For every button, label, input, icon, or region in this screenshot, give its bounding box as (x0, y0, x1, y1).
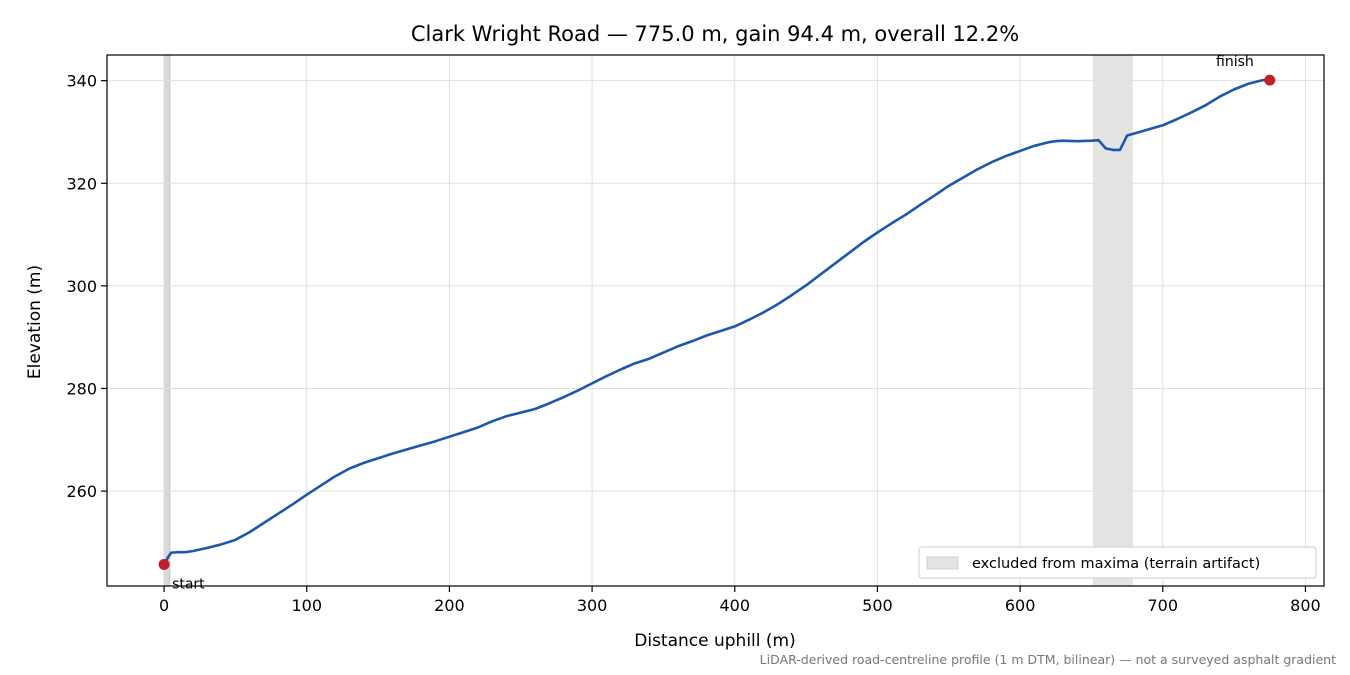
series-layer (162, 78, 1272, 566)
markers: start finish (158, 54, 1276, 592)
x-axis-label: Distance uphill (m) (634, 631, 795, 651)
finish-marker (1264, 74, 1276, 86)
elevation-line-0 (162, 78, 1272, 566)
shaded-region-0 (163, 54, 171, 587)
x-tick-label-6: 600 (1005, 596, 1036, 615)
x-tick-label-4: 400 (719, 596, 750, 615)
shaded-regions (163, 54, 1133, 587)
start-marker (158, 558, 170, 570)
x-tick-label-1: 100 (291, 596, 322, 615)
x-tick-label-8: 800 (1290, 596, 1321, 615)
x-axis-ticks: 0 100 200 300 400 500 600 700 800 (159, 586, 1321, 615)
x-tick-label-0: 0 (159, 596, 169, 615)
x-tick-label-7: 700 (1148, 596, 1179, 615)
y-tick-label-2: 300 (66, 277, 97, 296)
footnote: LiDAR-derived road-centreline profile (1… (760, 652, 1336, 667)
grid (107, 55, 1324, 586)
y-axis-label: Elevation (m) (25, 265, 45, 379)
legend-entry-excluded: excluded from maxima (terrain artifact) (972, 556, 1260, 572)
legend: excluded from maxima (terrain artifact) (918, 546, 1317, 579)
y-tick-label-3: 320 (66, 174, 97, 193)
y-tick-label-1: 280 (66, 379, 97, 398)
x-tick-label-5: 500 (862, 596, 893, 615)
y-tick-label-0: 260 (66, 482, 97, 501)
y-tick-label-4: 340 (66, 72, 97, 91)
finish-label: finish (1216, 54, 1254, 70)
legend-box (918, 546, 1317, 579)
y-axis-ticks: 260 280 300 320 340 (66, 72, 107, 501)
legend-swatch (926, 556, 959, 570)
x-tick-label-2: 200 (434, 596, 465, 615)
chart-title: Clark Wright Road — 775.0 m, gain 94.4 m… (411, 22, 1019, 46)
start-label: start (172, 576, 205, 592)
plot-frame (106, 54, 1325, 587)
shaded-region-1 (1092, 55, 1133, 586)
x-tick-label-3: 300 (577, 596, 608, 615)
